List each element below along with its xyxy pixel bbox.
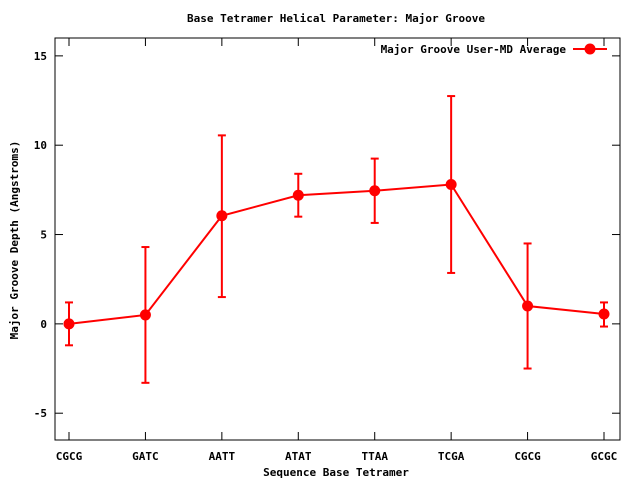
axes-group: -5 0 5 10 15 CGCG GATC AATT ATAT TTAA TCGA CGCG GCGC <box>34 37 621 463</box>
legend-marker <box>584 43 596 55</box>
data-point <box>445 179 457 191</box>
y-axis-label: Major Groove Depth (Angstroms) <box>8 141 21 340</box>
y-tick-label: 5 <box>40 229 47 242</box>
y-tick-label: 0 <box>40 318 47 331</box>
y-tick-label: 10 <box>34 139 47 152</box>
legend-label: Major Groove User-MD Average <box>381 43 567 56</box>
y-tick-label: 15 <box>34 50 47 63</box>
series-layer <box>63 95 610 384</box>
data-point <box>216 210 228 222</box>
x-tick-label: AATT <box>209 450 236 463</box>
data-point <box>369 185 381 197</box>
data-point <box>63 318 75 330</box>
x-tick-label: GCGC <box>591 450 618 463</box>
series-line <box>68 183 605 325</box>
x-tick-label: TTAA <box>361 450 388 463</box>
x-tick-label: TCGA <box>438 450 465 463</box>
data-point <box>598 308 610 320</box>
data-point <box>139 309 151 321</box>
x-tick-label: ATAT <box>285 450 312 463</box>
x-tick-label: CGCG <box>514 450 541 463</box>
data-point <box>292 189 304 201</box>
chart-title: Base Tetramer Helical Parameter: Major G… <box>187 12 485 25</box>
data-point <box>522 300 534 312</box>
x-tick-label: GATC <box>132 450 159 463</box>
plot-frame <box>54 37 621 441</box>
x-axis-label: Sequence Base Tetramer <box>263 466 409 479</box>
legend: Major Groove User-MD Average <box>381 43 607 56</box>
x-tick-label: CGCG <box>56 450 83 463</box>
y-tick-label: -5 <box>34 407 47 420</box>
